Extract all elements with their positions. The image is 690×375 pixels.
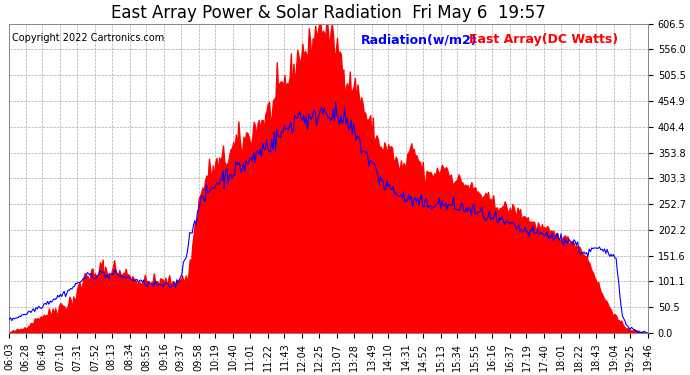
Text: East Array(DC Watts): East Array(DC Watts) [469,33,618,46]
Text: Radiation(w/m2): Radiation(w/m2) [361,33,477,46]
Text: Copyright 2022 Cartronics.com: Copyright 2022 Cartronics.com [12,33,165,43]
Title: East Array Power & Solar Radiation  Fri May 6  19:57: East Array Power & Solar Radiation Fri M… [111,4,546,22]
